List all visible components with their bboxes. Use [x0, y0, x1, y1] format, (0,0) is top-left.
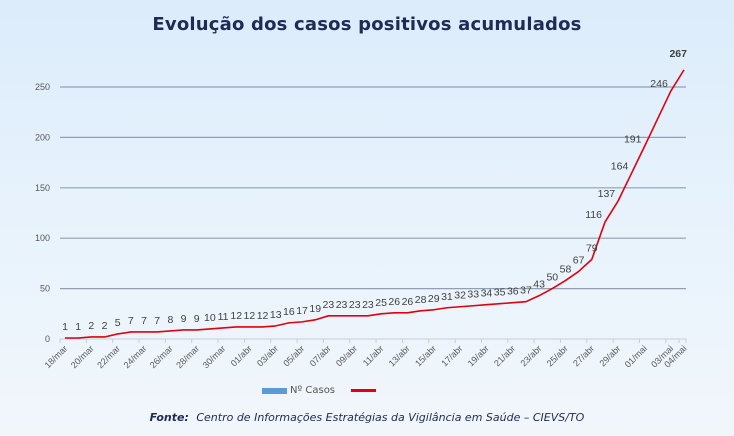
- data-label: 31: [441, 291, 453, 303]
- x-tick-label: 15/abr: [413, 343, 438, 368]
- data-label: 32: [454, 290, 466, 302]
- y-axis-ticks: 0 50 100 150 200 250: [35, 82, 50, 344]
- source-note: Fonte: Centro de Informações Estratégias…: [0, 411, 734, 424]
- y-tick-label: 250: [35, 82, 50, 92]
- data-label: 7: [141, 315, 147, 327]
- data-label: 26: [402, 296, 414, 308]
- x-tick-label: 18/mar: [43, 343, 70, 370]
- data-label: 12: [230, 310, 242, 322]
- data-label: 26: [388, 296, 400, 308]
- data-label: 33: [467, 289, 479, 301]
- y-tick-label: 0: [45, 334, 50, 344]
- data-label: 58: [560, 264, 572, 276]
- data-label: 1: [62, 321, 68, 333]
- data-label: 19: [309, 303, 321, 315]
- chart-title: Evolução dos casos positivos acumulados: [152, 14, 582, 35]
- data-label: 23: [349, 299, 361, 311]
- data-label: 11: [218, 311, 229, 323]
- data-label: 25: [375, 297, 387, 309]
- data-label: 23: [323, 299, 335, 311]
- data-label: 137: [598, 188, 616, 200]
- x-tick-label: 17/abr: [439, 343, 464, 368]
- data-label: 36: [507, 286, 519, 298]
- data-label: 164: [611, 161, 629, 173]
- data-label: 16: [283, 306, 295, 318]
- data-label: 13: [270, 309, 282, 321]
- data-label: 267: [669, 48, 687, 60]
- data-label: 35: [494, 287, 506, 299]
- x-tick-label: 21/abr: [492, 343, 517, 368]
- data-label: 23: [336, 299, 348, 311]
- data-label: 7: [154, 315, 160, 327]
- x-tick-label: 11/abr: [361, 343, 386, 368]
- legend-swatch-line: [351, 389, 377, 392]
- data-label: 10: [204, 312, 216, 324]
- data-label: 28: [415, 294, 427, 306]
- data-label: 12: [244, 310, 256, 322]
- gridlines: [60, 86, 686, 290]
- x-tick-label: 05/abr: [281, 343, 306, 368]
- x-tick-label: 03/abr: [255, 343, 280, 368]
- x-tick-label: 28/mar: [174, 343, 201, 370]
- series-lines: [64, 69, 685, 339]
- legend-swatch-bar: [262, 387, 287, 394]
- y-tick-label: 200: [35, 132, 50, 142]
- legend-label: Nº Casos: [290, 385, 336, 396]
- data-label: 67: [573, 254, 585, 266]
- source-label: Fonte:: [149, 411, 189, 424]
- x-tick-label: 01/abr: [229, 343, 254, 368]
- data-label: 1: [75, 321, 81, 333]
- data-label: 246: [650, 78, 668, 90]
- data-label: 9: [194, 313, 200, 325]
- data-label: 9: [181, 313, 187, 325]
- x-tick-label: 30/mar: [201, 343, 228, 370]
- legend: Nº Casos: [262, 385, 377, 396]
- data-label: 7: [128, 315, 134, 327]
- x-tick-label: 22/mar: [95, 343, 122, 370]
- data-label: 5: [115, 317, 121, 329]
- x-tick-label: 29/abr: [597, 343, 622, 368]
- data-label: 29: [428, 293, 440, 305]
- data-labels: 1 1 2 2 5 7 7 7 8 9 9 10 11 12 12 12 13 16 17 19 23 23 23 23 25 2…: [62, 48, 687, 333]
- x-tick-label: 19/abr: [466, 343, 491, 368]
- x-tick-label: 23/abr: [518, 343, 543, 368]
- data-label: 34: [481, 288, 493, 300]
- x-tick-label: 24/mar: [122, 343, 149, 370]
- data-label: 12: [257, 310, 269, 322]
- x-tick-label: 25/abr: [545, 343, 570, 368]
- data-label: 43: [533, 279, 545, 291]
- data-label: 50: [546, 272, 558, 284]
- data-label: 8: [167, 314, 173, 326]
- data-label: 23: [362, 299, 374, 311]
- data-label: 2: [88, 320, 94, 332]
- y-tick-label: 150: [35, 183, 50, 193]
- x-tick-label: 09/abr: [334, 343, 359, 368]
- x-axis: 18/mar 20/mar 22/mar 24/mar 26/mar 28/mar 30/m…: [43, 338, 688, 370]
- y-tick-label: 100: [35, 233, 50, 243]
- x-tick-label: 07/abr: [308, 343, 333, 368]
- x-tick-label: 01/mai: [623, 343, 649, 369]
- data-label: 17: [296, 305, 308, 317]
- source-text: Centro de Informações Estratégias da Vig…: [196, 411, 585, 424]
- data-label: 79: [586, 242, 598, 254]
- data-label: 116: [585, 209, 602, 221]
- data-label: 2: [102, 320, 108, 332]
- data-label: 37: [520, 285, 532, 297]
- data-label: 191: [624, 133, 642, 145]
- x-tick-label: 26/mar: [148, 343, 175, 370]
- x-tick-label: 27/abr: [571, 343, 596, 368]
- x-tick-label: 20/mar: [69, 343, 96, 370]
- x-tick-label: 13/abr: [387, 343, 412, 368]
- y-tick-label: 50: [40, 284, 50, 294]
